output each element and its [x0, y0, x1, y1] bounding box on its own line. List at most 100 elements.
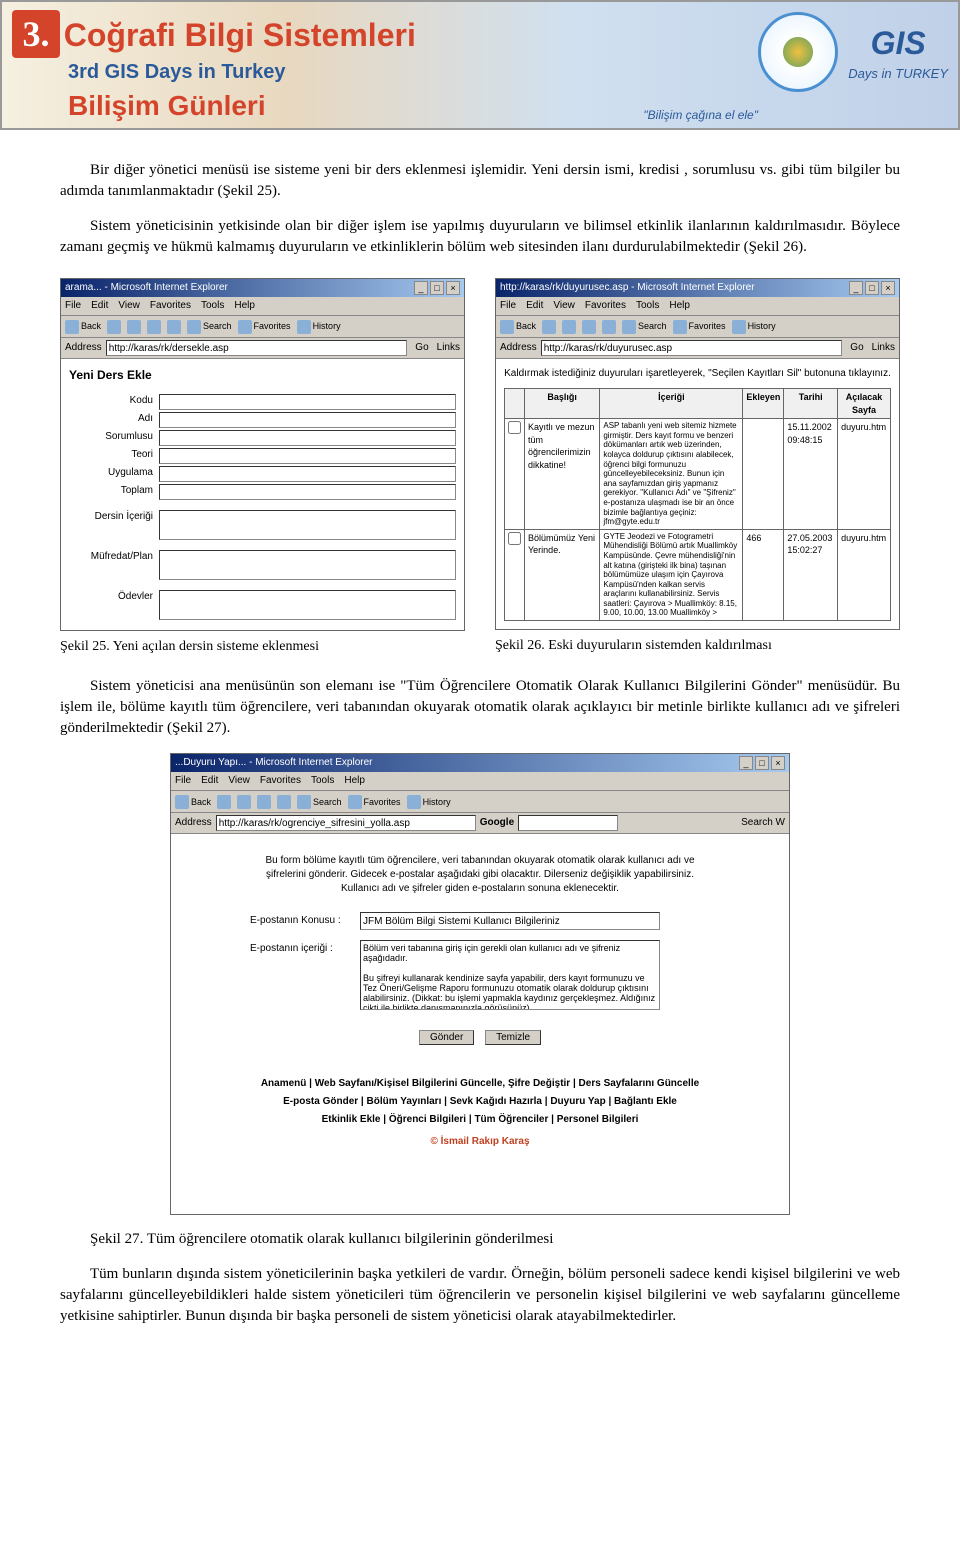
caption-25: Şekil 25. Yeni açılan dersin sisteme ekl…: [60, 637, 465, 657]
menu-edit[interactable]: Edit: [201, 774, 218, 788]
cell-basligi: Kayıtlı ve mezun tüm öğrencilerimizin di…: [525, 419, 600, 530]
caption-27: Şekil 27. Tüm öğrencilere otomatik olara…: [60, 1229, 900, 1250]
stop-icon[interactable]: [237, 795, 251, 809]
favorites-button[interactable]: Favorites: [673, 320, 726, 334]
forward-icon[interactable]: [542, 320, 556, 334]
textarea-email-body[interactable]: Bölüm veri tabanına giriş için gerekli o…: [360, 940, 660, 1010]
refresh-icon[interactable]: [582, 320, 596, 334]
go-button[interactable]: Go: [846, 341, 867, 355]
input-adi[interactable]: [159, 412, 456, 428]
history-icon: [407, 795, 421, 809]
search-button[interactable]: Search: [187, 320, 232, 334]
favorites-icon: [673, 320, 687, 334]
footer-links-1[interactable]: Anamenü | Web Sayfanı/Kişisel Bilgilerin…: [183, 1075, 777, 1093]
clear-button[interactable]: Temizle: [485, 1030, 541, 1045]
input-uygulama[interactable]: [159, 466, 456, 482]
caption-26: Şekil 26. Eski duyuruların sistemden kal…: [495, 636, 900, 656]
menu-help[interactable]: Help: [344, 774, 365, 788]
search-web-label[interactable]: Search W: [741, 816, 785, 830]
menu-view[interactable]: View: [553, 299, 575, 313]
menu-favorites[interactable]: Favorites: [260, 774, 301, 788]
textarea-mufredat[interactable]: [159, 550, 456, 580]
banner-date-tr: 6-9 Ekim 2004: [68, 126, 154, 130]
col-tarihi: Tarihi: [784, 389, 838, 419]
favorites-button[interactable]: Favorites: [238, 320, 291, 334]
history-icon: [732, 320, 746, 334]
address-input[interactable]: [541, 340, 843, 356]
menu-help[interactable]: Help: [234, 299, 255, 313]
window-title: arama... - Microsoft Internet Explorer: [65, 281, 412, 295]
input-teori[interactable]: [159, 448, 456, 464]
input-email-subject[interactable]: [360, 912, 660, 930]
refresh-icon[interactable]: [257, 795, 271, 809]
paragraph-1: Bir diğer yönetici menüsü ise sisteme ye…: [60, 160, 900, 202]
banner-slogan: "Bilişim çağına el ele": [643, 107, 758, 124]
input-sorumlusu[interactable]: [159, 430, 456, 446]
history-button[interactable]: History: [732, 320, 776, 334]
menu-tools[interactable]: Tools: [636, 299, 659, 313]
home-icon[interactable]: [602, 320, 616, 334]
search-icon: [622, 320, 636, 334]
menu-file[interactable]: File: [65, 299, 81, 313]
menu-file[interactable]: File: [175, 774, 191, 788]
footer-links-2[interactable]: E-posta Gönder | Bölüm Yayınları | Sevk …: [183, 1093, 777, 1111]
back-button[interactable]: Back: [65, 320, 101, 334]
label-kodu: Kodu: [69, 394, 159, 410]
history-button[interactable]: History: [407, 795, 451, 809]
back-button[interactable]: Back: [175, 795, 211, 809]
home-icon[interactable]: [277, 795, 291, 809]
stop-icon[interactable]: [127, 320, 141, 334]
input-toplam[interactable]: [159, 484, 456, 500]
banner-title-en: 3rd GIS Days in Turkey: [68, 58, 416, 86]
menu-favorites[interactable]: Favorites: [585, 299, 626, 313]
favorites-button[interactable]: Favorites: [348, 795, 401, 809]
textarea-odevler[interactable]: [159, 590, 456, 620]
google-search-input[interactable]: [518, 815, 618, 831]
search-icon: [187, 320, 201, 334]
maximize-icon[interactable]: □: [755, 756, 769, 770]
menu-view[interactable]: View: [118, 299, 140, 313]
menu-view[interactable]: View: [228, 774, 250, 788]
input-kodu[interactable]: [159, 394, 456, 410]
close-icon[interactable]: ×: [446, 281, 460, 295]
row-checkbox[interactable]: [508, 532, 521, 545]
history-button[interactable]: History: [297, 320, 341, 334]
minimize-icon[interactable]: _: [849, 281, 863, 295]
address-label: Address: [175, 816, 212, 830]
address-input[interactable]: [216, 815, 476, 831]
row-checkbox[interactable]: [508, 421, 521, 434]
address-input[interactable]: [106, 340, 408, 356]
favorites-icon: [348, 795, 362, 809]
forward-icon[interactable]: [217, 795, 231, 809]
menu-favorites[interactable]: Favorites: [150, 299, 191, 313]
maximize-icon[interactable]: □: [430, 281, 444, 295]
close-icon[interactable]: ×: [771, 756, 785, 770]
banner-title-tr: Coğrafi Bilgi Sistemleri: [64, 17, 416, 53]
close-icon[interactable]: ×: [881, 281, 895, 295]
go-button[interactable]: Go: [411, 341, 432, 355]
menu-help[interactable]: Help: [669, 299, 690, 313]
menu-edit[interactable]: Edit: [526, 299, 543, 313]
footer-links-3[interactable]: Etkinlik Ekle | Öğrenci Bilgileri | Tüm …: [183, 1111, 777, 1129]
textarea-icerigi[interactable]: [159, 510, 456, 540]
maximize-icon[interactable]: □: [865, 281, 879, 295]
menu-edit[interactable]: Edit: [91, 299, 108, 313]
banner-number: 3.: [12, 10, 60, 58]
cell-sayfa: duyuru.htm: [838, 529, 891, 620]
search-button[interactable]: Search: [622, 320, 667, 334]
search-button[interactable]: Search: [297, 795, 342, 809]
minimize-icon[interactable]: _: [739, 756, 753, 770]
send-button[interactable]: Gönder: [419, 1030, 474, 1045]
menu-tools[interactable]: Tools: [311, 774, 334, 788]
forward-icon[interactable]: [107, 320, 121, 334]
col-basligi: Başlığı: [525, 389, 600, 419]
links-label: Links: [872, 341, 895, 355]
menu-tools[interactable]: Tools: [201, 299, 224, 313]
back-button[interactable]: Back: [500, 320, 536, 334]
refresh-icon[interactable]: [147, 320, 161, 334]
home-icon[interactable]: [167, 320, 181, 334]
minimize-icon[interactable]: _: [414, 281, 428, 295]
menu-file[interactable]: File: [500, 299, 516, 313]
google-label: Google: [480, 816, 514, 830]
stop-icon[interactable]: [562, 320, 576, 334]
